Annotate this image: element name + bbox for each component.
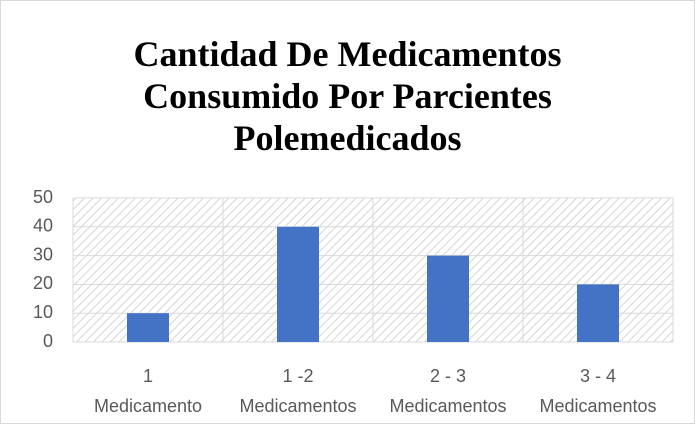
- x-tick-label: 3 - 4 Medicamentos: [539, 366, 657, 416]
- x-tick-label: 1 -2 Medicamentos: [239, 366, 357, 416]
- y-tick-label: 20: [33, 273, 53, 293]
- y-tick-label: 30: [33, 244, 53, 264]
- chart-title: Cantidad De Medicamentos Consumido Por P…: [133, 34, 562, 158]
- y-tick-label: 40: [33, 216, 53, 236]
- bar: [427, 255, 469, 342]
- y-tick-label: 50: [33, 187, 53, 207]
- y-tick-label: 0: [43, 331, 53, 351]
- bar: [277, 226, 319, 342]
- y-tick-label: 10: [33, 302, 53, 322]
- x-tick-label: 1 Medicamento: [93, 366, 203, 416]
- x-tick-label: 2 - 3 Medicamentos: [389, 366, 507, 416]
- bar: [127, 313, 169, 342]
- bar: [577, 284, 619, 342]
